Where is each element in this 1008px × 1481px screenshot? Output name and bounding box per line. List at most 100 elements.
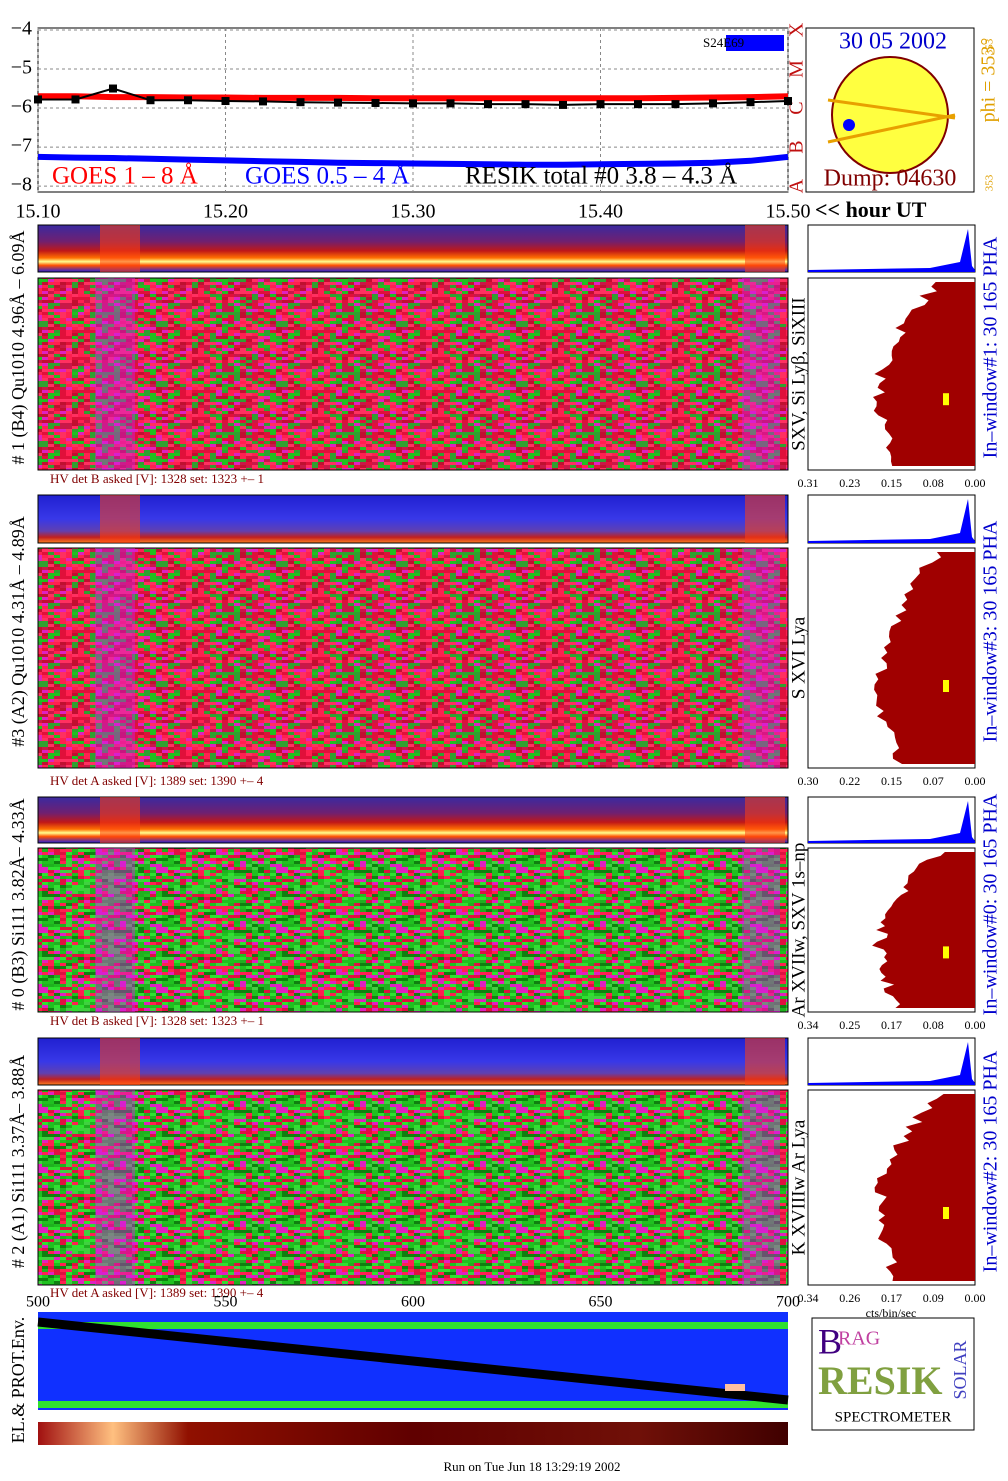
channel-tick-label: 600 [401, 1294, 425, 1311]
pha-spike [808, 499, 975, 543]
channel-tick-label: 700 [776, 1294, 800, 1311]
detector-label: # 2 (A1) Si111 3.37Å– 3.88Å [8, 1055, 29, 1268]
band-image [37, 494, 789, 544]
logo-b: B [818, 1321, 842, 1361]
legend-label: GOES 0.5 – 4 Å [245, 163, 410, 190]
line-label: K XVIIIw Ar Lya [788, 1119, 809, 1255]
pha-spike [808, 229, 975, 272]
axis-arrow [827, 113, 956, 144]
marker [671, 100, 680, 109]
window-label: In–window#3: 30 165 PHA [980, 520, 1002, 742]
pha-box [807, 494, 976, 544]
pha-tick-label: 0.17 [881, 1291, 902, 1305]
phi-small: 353 [984, 38, 996, 55]
window-label: In–window#2: 30 165 PHA [980, 1050, 1002, 1272]
spectrogram [37, 277, 789, 471]
band-image [37, 1037, 789, 1086]
pha-tick-label: 0.31 [798, 476, 819, 490]
flare-band [742, 278, 780, 470]
spectrogram [37, 847, 789, 1013]
x-tick-label: 15.50 [766, 201, 811, 223]
logo-rag: RAG [838, 1328, 880, 1350]
hv-label: HV det B asked [V]: 1328 set: 1323 +– 1 [50, 471, 264, 486]
band-flare [100, 1038, 140, 1085]
band-flare [100, 225, 140, 272]
logo-resik: RESIK [818, 1358, 943, 1403]
hv-label: HV det B asked [V]: 1328 set: 1323 +– 1 [50, 1013, 264, 1028]
channel-tick-label: 650 [589, 1294, 613, 1311]
x-tick-label: 15.20 [203, 201, 248, 223]
pha-tick-label: 0.08 [923, 476, 944, 490]
marker [71, 95, 80, 104]
band-flare [745, 225, 785, 272]
phi: phi = 353° [978, 38, 1000, 123]
line-label: S XVI Lya [788, 616, 809, 699]
pha-tick-label: 0.17 [881, 1018, 902, 1032]
line-series [38, 93, 789, 102]
band-flare [100, 495, 140, 543]
marker [34, 95, 42, 104]
pha-hist [873, 282, 975, 466]
pha-tick-label: 0.08 [923, 1018, 944, 1032]
pha-hist [872, 852, 975, 1008]
marker [221, 97, 230, 106]
x-axis-label: << hour UT [815, 197, 927, 222]
marker [259, 97, 267, 106]
corner: 353 [984, 174, 996, 191]
band-flare [745, 797, 785, 843]
pha-spike [808, 801, 975, 843]
marker [746, 98, 755, 107]
y-tick-label: −4 [11, 18, 32, 40]
pha-tick-label: 0.30 [798, 774, 819, 788]
env-track [37, 1317, 789, 1405]
pha-tick-label: 0.25 [839, 1018, 860, 1032]
env-stripe [38, 1322, 788, 1329]
pha-tick-label: 0.00 [965, 1018, 986, 1032]
x-tick-label: 15.30 [391, 201, 436, 223]
flare-band [742, 1090, 780, 1285]
band-image [37, 224, 789, 273]
dump: Dump: 04630 [824, 166, 957, 192]
logo-frame [811, 1317, 975, 1431]
channel-tick-label: 550 [214, 1294, 238, 1311]
x-tick-label: 15.40 [578, 201, 623, 223]
legend-label: RESIK total #0 3.8 – 4.3 Å [465, 163, 737, 190]
marker [184, 96, 192, 105]
band-flare [745, 495, 785, 543]
band-image [37, 796, 789, 844]
pha-tick-label: 0.34 [798, 1018, 819, 1032]
axis-arrow [827, 98, 956, 120]
logo-name: SPECTROMETER [835, 1409, 952, 1425]
flare-band [95, 848, 135, 1012]
pha-marker [943, 1207, 949, 1219]
hv-label: HV det A asked [V]: 1389 set: 1390 +– 4 [50, 773, 264, 788]
env-strip [38, 1422, 788, 1445]
pha-tick-label: 0.26 [839, 1291, 860, 1305]
legend-label: GOES 1 – 8 Å [52, 163, 198, 190]
y2-tick-label: X [786, 22, 808, 37]
marker [371, 98, 380, 107]
line-series [37, 153, 789, 168]
pha-tick-label: 0.00 [965, 1291, 986, 1305]
marker [146, 96, 155, 105]
pha-spike [808, 1042, 975, 1085]
pha-tick-label: 0.34 [798, 1291, 819, 1305]
annotation-bar [726, 35, 784, 51]
marker [446, 99, 455, 108]
pha-tick-label: 0.07 [923, 774, 944, 788]
window-label: In–window#1: 30 165 PHA [980, 236, 1002, 458]
band-flare [100, 797, 140, 843]
annotation: S24E69 [703, 35, 744, 50]
pha-tick-label: 0.00 [965, 476, 986, 490]
flare-band [95, 548, 135, 768]
pha-tick-label: 0.00 [965, 774, 986, 788]
marker [334, 98, 342, 107]
y2-tick-label: A [786, 178, 808, 193]
pha-marker [943, 946, 949, 959]
pha-marker [943, 680, 949, 692]
marker [409, 99, 417, 108]
detector-label: # 0 (B3) Si111 3.82Å– 4.33Å [8, 798, 29, 1010]
env-marker [725, 1384, 745, 1391]
